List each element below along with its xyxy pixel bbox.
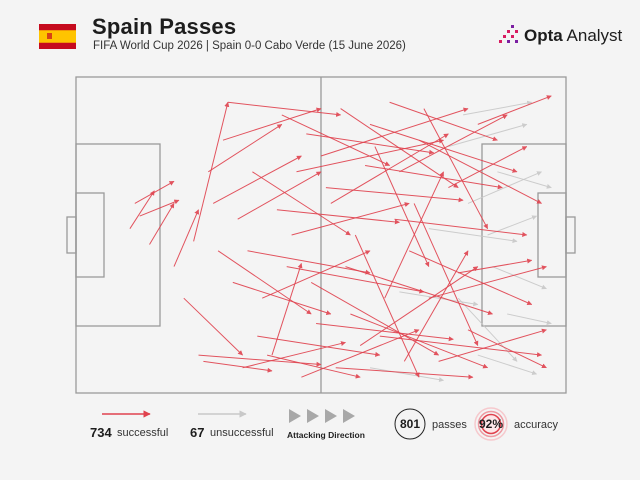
opta-logo-icon: [499, 25, 518, 43]
unsuccessful-pass-arrow: [477, 354, 538, 376]
successful-pass-arrow: [208, 123, 283, 173]
successful-pass-arrow: [379, 335, 542, 358]
successful-pass-arrow: [129, 190, 155, 229]
successful-pass-arrow: [291, 202, 410, 236]
successful-pass-arrow: [408, 250, 533, 306]
successful-label: successful: [117, 427, 169, 439]
page-subtitle: FIFA World Cup 2026 | Spain 0-0 Cabo Ver…: [93, 40, 406, 52]
accuracy-value: 92%: [478, 417, 504, 431]
unsuccessful-pass-arrow: [448, 123, 528, 148]
successful-pass-arrow: [359, 266, 479, 347]
successful-pass-arrow: [261, 250, 371, 299]
successful-pass-arrow: [271, 262, 303, 356]
successful-pass-arrow: [227, 101, 342, 117]
unsuccessful-pass-arrow: [399, 291, 479, 307]
successful-pass-arrow: [330, 133, 449, 204]
successful-pass-arrow: [350, 313, 489, 369]
accuracy-label: accuracy: [514, 419, 559, 431]
unsuccessful-count: 67: [190, 425, 205, 440]
successful-pass-arrow: [467, 329, 547, 369]
unsuccessful-pass-arrow: [457, 297, 518, 362]
successful-pass-arrow: [310, 281, 440, 356]
passes-ring: [394, 408, 426, 440]
unsuccessful-pass-arrow: [369, 367, 444, 383]
spain-flag: [39, 24, 76, 49]
unsuccessful-pass-arrow: [467, 171, 542, 204]
successful-pass-arrow: [458, 258, 533, 274]
successful-pass-arrow: [394, 218, 528, 237]
successful-pass-arrow: [345, 266, 493, 315]
successful-pass-arrow: [423, 108, 489, 230]
successful-pass-arrow: [149, 202, 175, 245]
successful-pass-arrow: [384, 171, 444, 299]
successful-pass-arrow: [242, 341, 346, 369]
successful-pass-arrow: [203, 360, 273, 373]
successful-pass-arrow: [217, 250, 312, 315]
successful-pass-arrow: [316, 322, 454, 342]
successful-pass-arrow: [183, 297, 243, 356]
successful-pass-arrow: [325, 187, 464, 203]
successful-pass-arrow: [139, 199, 180, 217]
passes-label: passes: [432, 419, 467, 431]
unsuccessful-pass-arrow: [492, 266, 547, 290]
successful-pass-arrow: [212, 155, 302, 204]
successful-pass-arrow: [448, 146, 528, 189]
successful-pass-arrow: [403, 250, 469, 362]
successful-pass-arrow: [266, 354, 361, 379]
successful-pass-arrow: [276, 209, 400, 225]
successful-pass-arrow: [413, 203, 479, 347]
successful-pass-arrow: [374, 146, 430, 268]
successful-pass-arrow: [286, 266, 425, 294]
successful-pass-arrow: [335, 367, 474, 380]
successful-pass-arrow: [301, 329, 420, 378]
unsuccessful-pass-arrow: [487, 215, 538, 236]
successful-pass-arrow: [438, 328, 547, 362]
brand-name: Opta Analyst: [524, 26, 623, 45]
passes-value: 801: [399, 417, 421, 431]
successful-pass-arrow: [257, 335, 381, 357]
successful-pass-arrow: [477, 95, 552, 125]
successful-pass-arrow: [237, 171, 322, 220]
unsuccessful-pass-arrow: [507, 313, 552, 325]
successful-pass-arrow: [173, 209, 200, 267]
successful-pass-arrow: [306, 133, 435, 155]
unsuccessful-pass-arrow: [463, 100, 533, 116]
successful-pass-arrow: [428, 265, 547, 299]
successful-passes: [129, 95, 552, 380]
successful-pass-arrow: [247, 250, 371, 275]
successful-pass-arrow: [354, 234, 420, 378]
accuracy-ring: [474, 407, 508, 441]
attacking-direction-arrows: [289, 409, 355, 423]
unsuccessful-label: unsuccessful: [210, 427, 274, 439]
successful-pass-arrow: [399, 114, 508, 173]
unsuccessful-pass-arrow: [428, 228, 518, 244]
successful-pass-arrow: [232, 281, 332, 315]
successful-pass-arrow: [193, 101, 230, 242]
successful-pass-arrow: [365, 164, 503, 190]
successful-pass-arrow: [418, 139, 542, 204]
successful-count: 734: [90, 425, 112, 440]
successful-pass-arrow: [281, 114, 391, 166]
attacking-direction-label: Attacking Direction: [287, 430, 365, 440]
successful-pass-arrow: [134, 180, 175, 204]
successful-pass-arrow: [222, 107, 322, 141]
successful-pass-arrow: [252, 171, 351, 236]
page-title: Spain Passes: [92, 14, 237, 39]
unsuccessful-pass-arrow: [497, 171, 552, 189]
unsuccessful-passes: [369, 100, 552, 383]
successful-pass-arrow: [389, 101, 498, 142]
pitch-markings: [66, 76, 576, 394]
